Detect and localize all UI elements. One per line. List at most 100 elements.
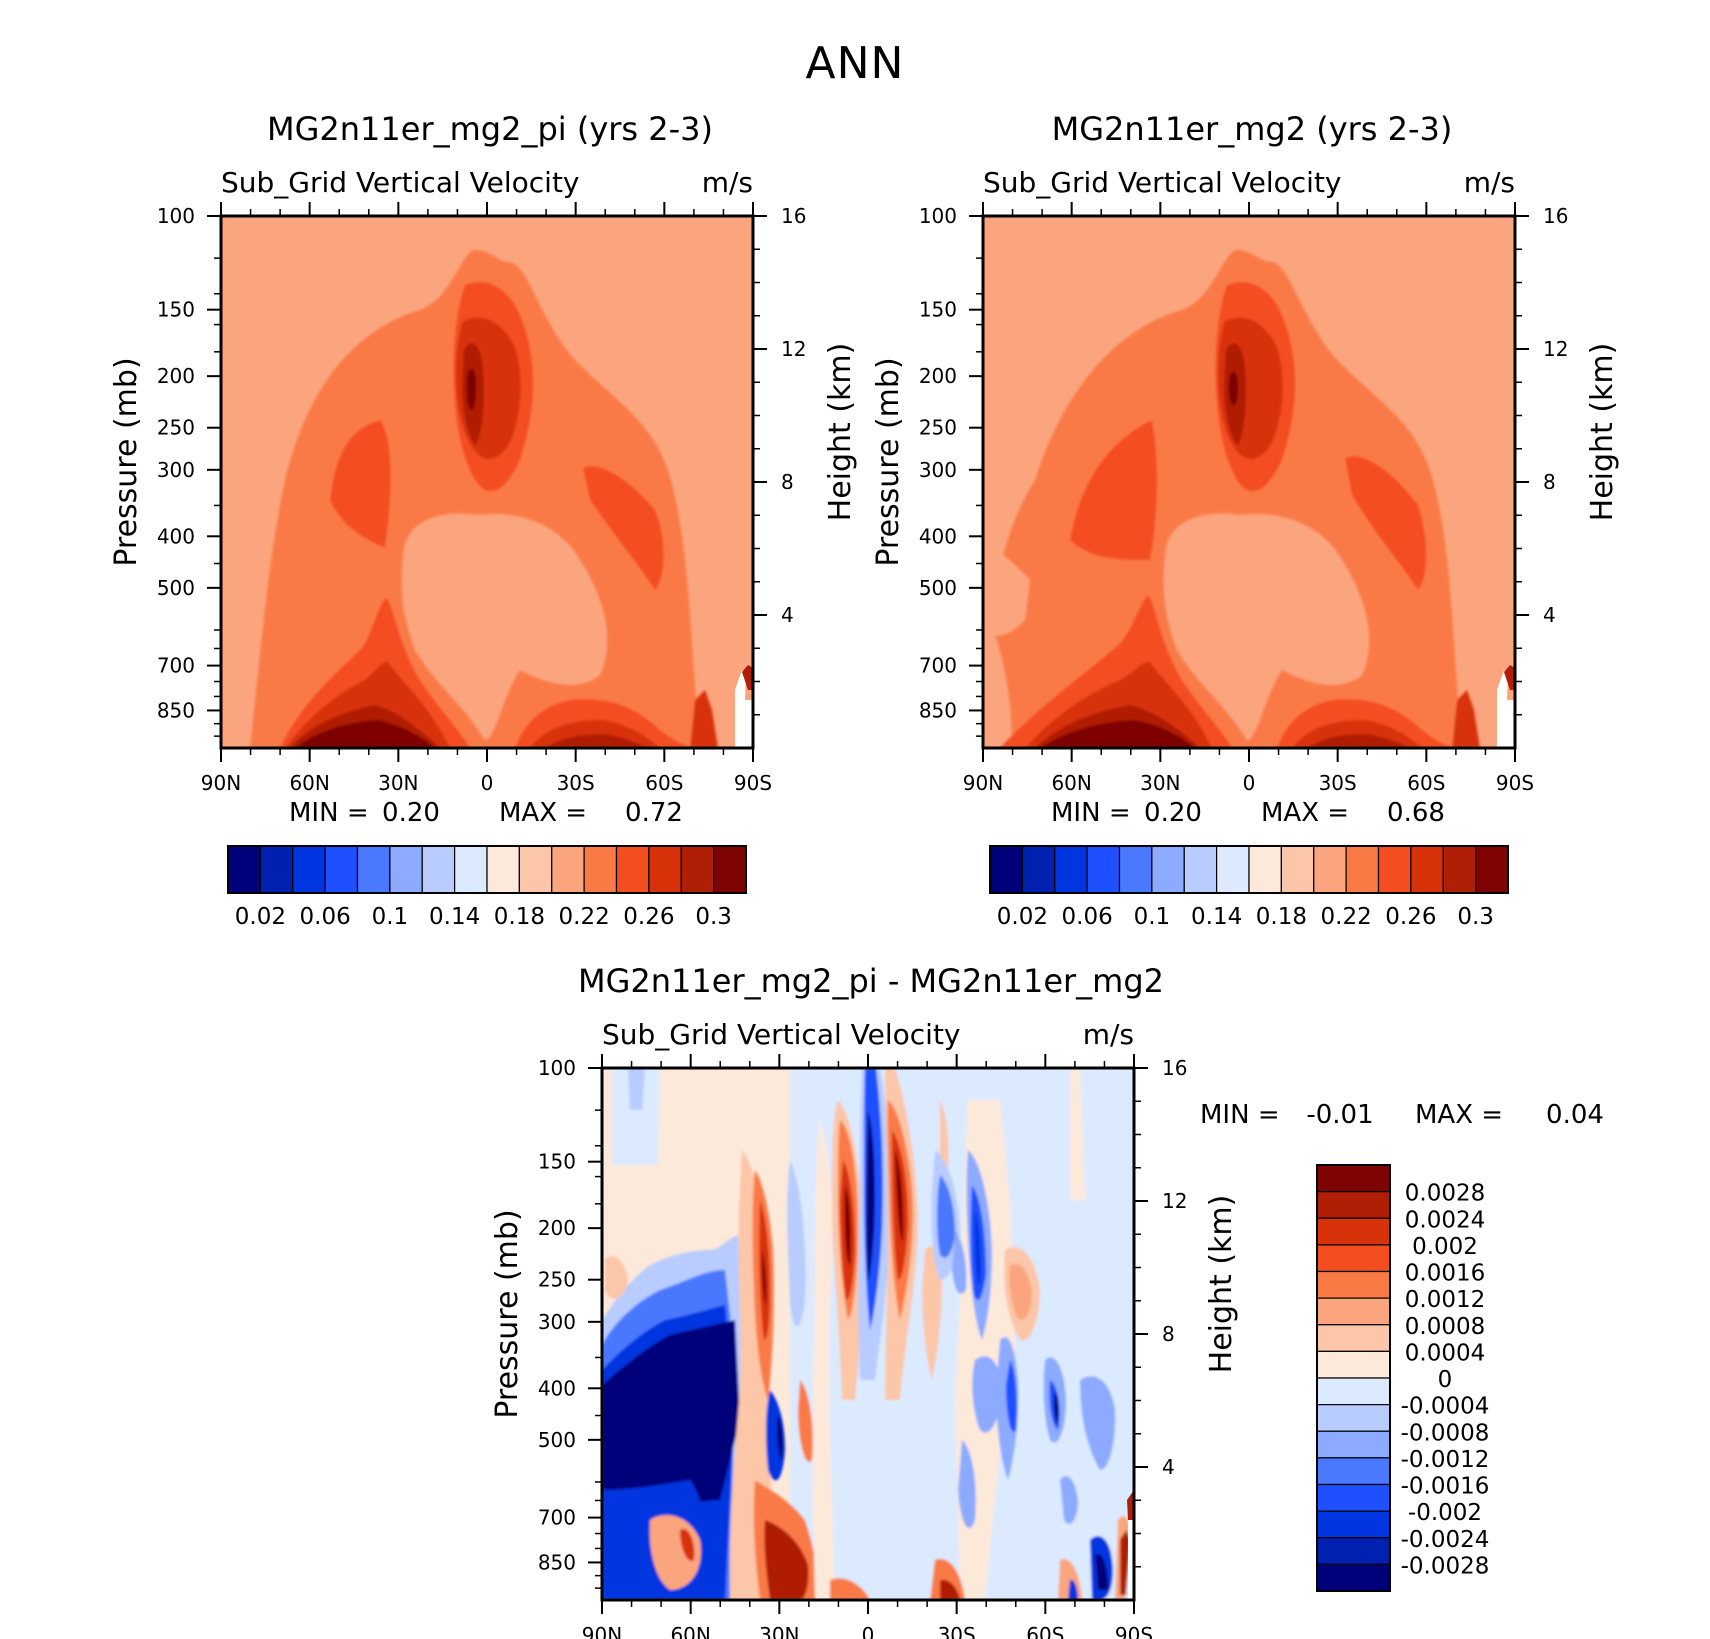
max-label: MAX = <box>1415 1100 1503 1130</box>
colorbar-swatch <box>1280 845 1315 894</box>
colorbar-swatch <box>1377 845 1412 894</box>
max-value: 0.04 <box>1546 1100 1604 1130</box>
y-axis-label-left: Pressure (mb) <box>871 357 906 566</box>
lat-tick-label: 0 <box>1243 771 1256 795</box>
y-axis-label-right: Height (km) <box>1585 343 1620 522</box>
pressure-tick-label: 850 <box>157 698 195 722</box>
panel-units: m/s <box>1464 166 1515 199</box>
pressure-tick-label: 150 <box>919 298 957 322</box>
lat-tick-label: 0 <box>481 771 494 795</box>
panel-units: m/s <box>702 166 753 199</box>
colorbar-label: 0.002 <box>1412 1234 1478 1260</box>
height-tick-label: 4 <box>781 603 794 627</box>
colorbar-swatch <box>1021 845 1056 894</box>
colorbar-swatch <box>1316 1350 1391 1379</box>
colorbar-swatch <box>1086 845 1121 894</box>
min-value: 0.20 <box>382 798 440 828</box>
colorbar-label: 0.1 <box>1134 904 1171 930</box>
height-tick-label: 8 <box>1162 1322 1175 1346</box>
colorbar-swatch <box>1316 1244 1391 1273</box>
pressure-tick-label: 250 <box>919 416 957 440</box>
colorbar-swatch <box>648 845 682 894</box>
colorbar-label: 0.0008 <box>1405 1314 1485 1340</box>
pressure-tick-label: 400 <box>538 1376 576 1400</box>
colorbar-label: 0.0016 <box>1405 1261 1485 1287</box>
colorbar-label: 0.02 <box>997 904 1048 930</box>
min-value: 0.20 <box>1144 798 1202 828</box>
colorbar-swatch <box>227 845 261 894</box>
panel-diff-contour-field <box>602 1068 1134 1600</box>
colorbar-swatch <box>1216 845 1250 894</box>
pressure-tick-label: 150 <box>538 1150 576 1174</box>
pressure-tick-label: 700 <box>919 654 957 678</box>
colorbar-label: 0.0024 <box>1405 1207 1485 1233</box>
colorbar-swatch <box>1442 845 1477 894</box>
colorbar-label: -0.0004 <box>1401 1394 1490 1420</box>
y-axis-label-right: Height (km) <box>1204 1195 1239 1374</box>
pressure-tick-label: 850 <box>538 1550 576 1574</box>
y-axis-label-left: Pressure (mb) <box>109 357 144 566</box>
lat-tick-label: 30S <box>938 1623 976 1639</box>
height-tick-label: 16 <box>781 204 806 228</box>
pressure-tick-label: 400 <box>157 524 195 548</box>
lat-tick-label: 30N <box>1140 771 1180 795</box>
height-tick-label: 16 <box>1543 204 1568 228</box>
colorbar-swatch <box>713 845 747 894</box>
colorbar-label: -0.0012 <box>1401 1447 1490 1473</box>
colorbar-label: 0.0028 <box>1405 1181 1485 1207</box>
colorbar-swatch <box>1316 1430 1391 1459</box>
pressure-tick-label: 200 <box>157 364 195 388</box>
colorbar-label: 0.22 <box>559 904 610 930</box>
colorbar-swatch <box>1151 845 1185 894</box>
colorbar-swatch <box>1410 845 1444 894</box>
colorbar-label: 0.1 <box>372 904 409 930</box>
pressure-tick-label: 400 <box>919 524 957 548</box>
colorbar-label: -0.0024 <box>1401 1527 1490 1553</box>
colorbar-label: 0.3 <box>695 904 732 930</box>
pressure-tick-label: 100 <box>157 204 195 228</box>
panel-title: MG2n11er_mg2_pi (yrs 2-3) <box>267 110 713 148</box>
colorbar-swatch <box>518 845 553 894</box>
pressure-tick-label: 200 <box>919 364 957 388</box>
colorbar-label: 0.22 <box>1321 904 1372 930</box>
height-tick-label: 12 <box>1162 1189 1187 1213</box>
colorbar-label: 0.06 <box>1062 904 1113 930</box>
colorbar-swatch <box>1316 1217 1391 1246</box>
colorbar-swatch <box>1345 845 1380 894</box>
colorbar-swatch <box>259 845 294 894</box>
colorbar-swatch <box>356 845 391 894</box>
lat-tick-label: 90N <box>963 771 1003 795</box>
max-label: MAX = <box>499 798 587 828</box>
colorbar-swatch <box>1316 1483 1391 1512</box>
height-tick-label: 8 <box>1543 470 1556 494</box>
colorbar-label: 0 <box>1438 1367 1453 1393</box>
colorbar-label: 0.18 <box>494 904 545 930</box>
min-label: MIN = <box>289 798 369 828</box>
panel-title: MG2n11er_mg2_pi - MG2n11er_mg2 <box>578 962 1164 1000</box>
lat-tick-label: 60S <box>645 771 683 795</box>
panel-subtitle: Sub_Grid Vertical Velocity <box>983 166 1342 199</box>
pressure-tick-label: 500 <box>157 576 195 600</box>
lat-tick-label: 30N <box>378 771 418 795</box>
lat-tick-label: 90S <box>1496 771 1534 795</box>
lat-tick-label: 60S <box>1407 771 1445 795</box>
max-value: 0.72 <box>625 798 683 828</box>
colorbar-swatch <box>615 845 650 894</box>
pressure-tick-label: 200 <box>538 1216 576 1240</box>
min-value: -0.01 <box>1306 1100 1373 1130</box>
panel-left-contour-field <box>221 216 753 748</box>
colorbar-swatch <box>583 845 618 894</box>
colorbar-swatch <box>1316 1510 1391 1539</box>
pressure-tick-label: 300 <box>157 458 195 482</box>
lat-tick-label: 60N <box>1051 771 1091 795</box>
colorbar-swatch <box>1316 1457 1391 1486</box>
colorbar-swatch <box>421 845 456 894</box>
min-label: MIN = <box>1051 798 1131 828</box>
colorbar-swatch <box>1316 1324 1391 1352</box>
pressure-tick-label: 500 <box>538 1428 576 1452</box>
height-tick-label: 12 <box>781 337 806 361</box>
colorbar-swatch <box>1183 845 1218 894</box>
colorbar-label: 0.14 <box>1191 904 1242 930</box>
height-tick-label: 4 <box>1543 603 1556 627</box>
colorbar-label: 0.3 <box>1457 904 1494 930</box>
